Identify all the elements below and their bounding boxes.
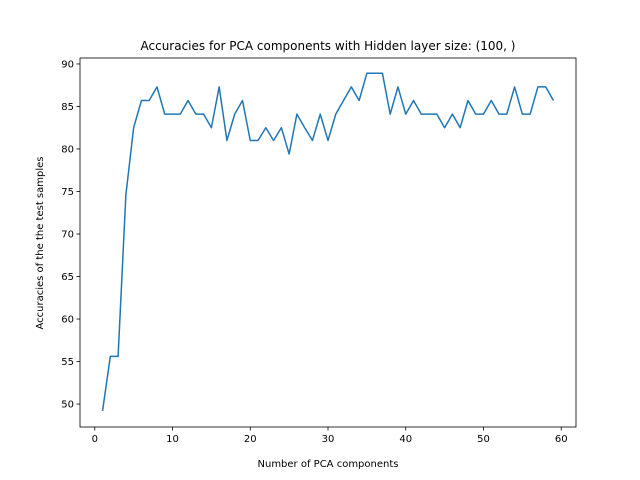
y-tick-label: 65: [61, 272, 74, 283]
x-tick-label: 10: [166, 434, 179, 445]
x-tick-label: 30: [322, 434, 335, 445]
x-tick-label: 20: [244, 434, 257, 445]
y-tick-label: 60: [61, 315, 74, 326]
y-tick-label: 80: [61, 144, 74, 155]
x-tick-label: 50: [477, 434, 490, 445]
chart-title: Accuracies for PCA components with Hidde…: [141, 39, 516, 53]
y-tick-label: 55: [61, 357, 74, 368]
y-tick-label: 70: [61, 229, 74, 240]
x-tick-label: 0: [92, 434, 98, 445]
y-axis-label: Accuracies of the the test samples: [35, 156, 46, 329]
x-tick-label: 60: [555, 434, 568, 445]
y-tick-label: 75: [61, 187, 74, 198]
plot-area: 0 10 20 30 40 50 60 50 55 60 65 70 75 80 85 90: [61, 57, 577, 445]
y-tick-label: 85: [61, 102, 74, 113]
y-tick-label: 90: [61, 59, 74, 70]
x-axis-label: Number of PCA components: [258, 459, 399, 470]
y-tick-label: 50: [61, 400, 74, 411]
x-tick-label: 40: [399, 434, 412, 445]
